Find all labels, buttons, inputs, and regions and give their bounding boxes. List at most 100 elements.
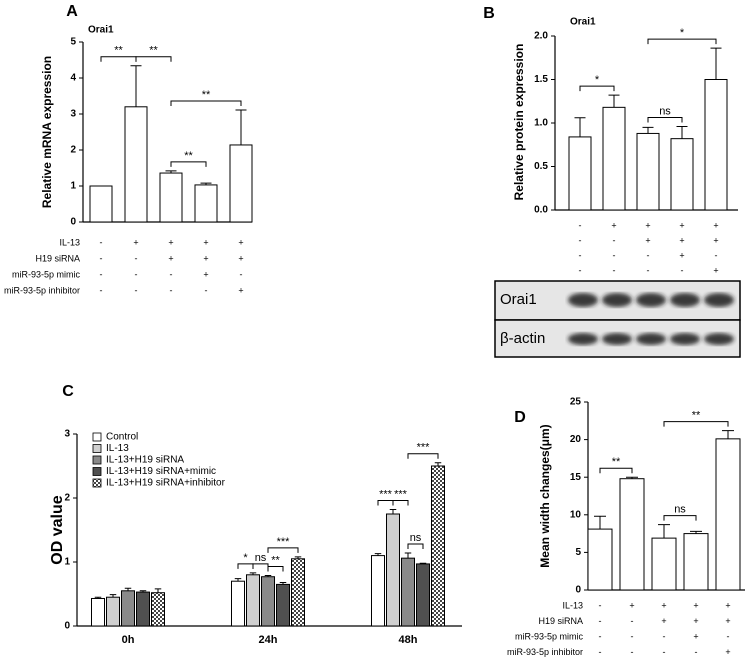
legend-label: IL-13+H19 siRNA+mimic bbox=[106, 466, 216, 477]
bar bbox=[619, 478, 645, 591]
significance-bracket bbox=[135, 56, 172, 62]
condition-sign: - bbox=[599, 600, 602, 610]
y-tick-label: 10 bbox=[570, 509, 582, 520]
legend-label: IL-13 bbox=[106, 443, 129, 454]
condition-label: miR-93-5p mimic bbox=[12, 269, 81, 279]
chart-panel: D Mean width changes(μm) 0 5 10 15 20 25 ** ns ** I… bbox=[507, 397, 745, 657]
bar bbox=[651, 537, 677, 591]
condition-sign: + bbox=[713, 235, 718, 245]
error-bar bbox=[154, 588, 162, 593]
condition-sign: - bbox=[100, 237, 103, 247]
bar bbox=[416, 563, 430, 627]
condition-sign: + bbox=[725, 600, 730, 610]
condition-sign: - bbox=[715, 250, 718, 260]
y-tick-label: 4 bbox=[70, 73, 76, 84]
y-axis-label: Relative protein expression bbox=[512, 44, 526, 201]
error-bar bbox=[658, 524, 670, 539]
bar bbox=[246, 574, 260, 627]
blot-band bbox=[568, 333, 598, 345]
y-tick-label: 0 bbox=[575, 585, 581, 596]
legend-swatch bbox=[92, 478, 102, 488]
y-tick-label: 20 bbox=[570, 434, 582, 445]
blot-band bbox=[670, 293, 700, 307]
legend-label: IL-13+H19 siRNA bbox=[106, 455, 184, 466]
condition-sign: - bbox=[170, 285, 173, 295]
panel-label: A bbox=[66, 3, 78, 20]
panel-label: C bbox=[62, 383, 74, 400]
y-tick-label: 0 bbox=[70, 217, 76, 228]
condition-sign: - bbox=[599, 647, 602, 657]
condition-sign: + bbox=[168, 237, 173, 247]
condition-sign: - bbox=[681, 265, 684, 275]
error-bar bbox=[389, 509, 397, 514]
blot-band bbox=[568, 293, 598, 307]
condition-sign: - bbox=[135, 285, 138, 295]
bar bbox=[194, 184, 218, 223]
bar bbox=[159, 172, 183, 223]
y-axis-label: Mean width changes(μm) bbox=[538, 424, 552, 567]
y-tick-label: 3 bbox=[70, 109, 76, 120]
y-tick-label: 0.5 bbox=[534, 161, 548, 172]
error-bar bbox=[434, 462, 442, 466]
chart-panel: A Orai1 Relative mRNA expression 0 1 2 3 4 5 ** **… bbox=[4, 3, 253, 295]
condition-sign: + bbox=[133, 237, 138, 247]
condition-sign: + bbox=[679, 235, 684, 245]
condition-sign: + bbox=[203, 253, 208, 263]
significance-label: ** bbox=[184, 150, 193, 162]
significance-bracket bbox=[237, 563, 254, 569]
significance-label: ** bbox=[114, 45, 123, 57]
significance-label: *** bbox=[417, 442, 431, 454]
bar bbox=[136, 591, 150, 627]
y-tick-label: 2 bbox=[64, 493, 70, 504]
significance-bracket bbox=[663, 421, 729, 427]
bar bbox=[121, 590, 135, 627]
condition-sign: - bbox=[647, 265, 650, 275]
bar bbox=[124, 106, 148, 223]
significance-bracket bbox=[252, 563, 269, 569]
condition-sign: + bbox=[203, 269, 208, 279]
condition-sign: - bbox=[100, 253, 103, 263]
condition-label: H19 siRNA bbox=[35, 253, 80, 263]
significance-label: ** bbox=[271, 554, 280, 566]
error-bar bbox=[722, 430, 734, 439]
condition-sign: - bbox=[170, 269, 173, 279]
bar bbox=[276, 583, 290, 627]
condition-sign: - bbox=[631, 631, 634, 641]
blot-band bbox=[704, 293, 734, 307]
condition-sign: + bbox=[661, 600, 666, 610]
error-bar bbox=[374, 553, 382, 556]
condition-sign: - bbox=[100, 269, 103, 279]
condition-sign: + bbox=[645, 235, 650, 245]
significance-label: * bbox=[243, 552, 248, 564]
significance-label: ns bbox=[674, 503, 686, 515]
panel-label: B bbox=[483, 5, 495, 22]
significance-bracket bbox=[647, 38, 717, 45]
bar bbox=[401, 557, 415, 627]
significance-bracket bbox=[663, 515, 697, 521]
blot-label: β-actin bbox=[500, 330, 545, 347]
y-tick-label: 1.0 bbox=[534, 118, 548, 129]
bar bbox=[568, 136, 592, 211]
condition-sign: - bbox=[613, 250, 616, 260]
condition-label: miR-93-5p inhibitor bbox=[507, 647, 583, 657]
condition-sign: + bbox=[203, 237, 208, 247]
condition-sign: - bbox=[695, 647, 698, 657]
condition-sign: + bbox=[713, 265, 718, 275]
bar bbox=[704, 79, 728, 211]
significance-bracket bbox=[407, 543, 424, 550]
condition-sign: - bbox=[727, 631, 730, 641]
error-bar bbox=[249, 572, 257, 575]
condition-sign: - bbox=[631, 647, 634, 657]
blot-band bbox=[602, 293, 632, 307]
blot-band bbox=[602, 333, 632, 345]
condition-sign: + bbox=[725, 647, 730, 657]
condition-sign: - bbox=[613, 235, 616, 245]
significance-label: * bbox=[680, 27, 685, 39]
bar bbox=[89, 185, 113, 223]
condition-sign: + bbox=[693, 616, 698, 626]
condition-sign: - bbox=[579, 220, 582, 230]
error-bar bbox=[279, 581, 287, 585]
condition-sign: - bbox=[613, 265, 616, 275]
